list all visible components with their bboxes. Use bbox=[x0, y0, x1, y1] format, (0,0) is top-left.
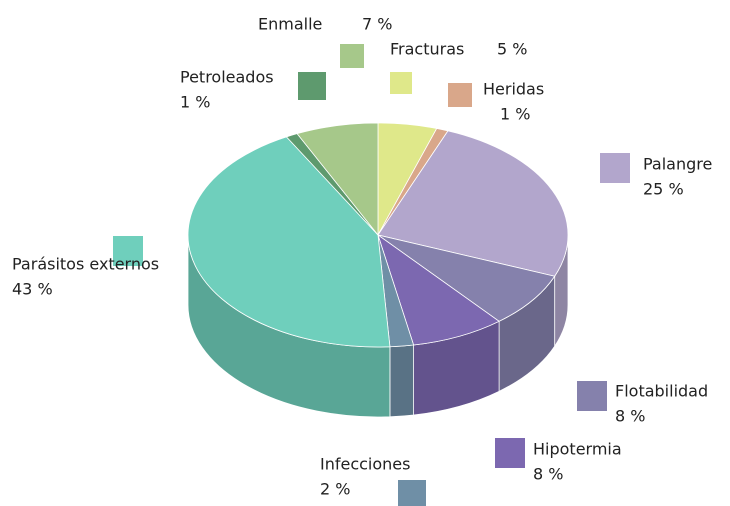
legend-swatch bbox=[298, 72, 326, 100]
legend-swatch bbox=[340, 44, 364, 68]
slice-label: Petroleados bbox=[180, 68, 274, 87]
value-label: 5 % bbox=[497, 40, 527, 59]
value-label: 1 % bbox=[180, 93, 210, 112]
slice-label: Hipotermia bbox=[533, 440, 622, 459]
slice-label: Heridas bbox=[483, 80, 544, 99]
slice-label: Parásitos externos bbox=[12, 255, 159, 274]
legend-swatch bbox=[113, 236, 143, 266]
slice-label: Flotabilidad bbox=[615, 382, 708, 401]
value-label: 8 % bbox=[533, 465, 563, 484]
slice-label: Enmalle bbox=[258, 15, 322, 34]
value-label: 25 % bbox=[643, 180, 684, 199]
legend-swatch bbox=[390, 72, 412, 94]
value-label: 8 % bbox=[615, 407, 645, 426]
legend-swatch bbox=[600, 153, 630, 183]
value-label: 1 % bbox=[500, 105, 530, 124]
legend-swatch bbox=[398, 480, 426, 506]
slice-label: Infecciones bbox=[320, 455, 410, 474]
slice bbox=[377, 130, 569, 277]
slice bbox=[377, 234, 556, 322]
value-label: 43 % bbox=[12, 280, 53, 299]
value-label: 7 % bbox=[362, 15, 392, 34]
slice-side bbox=[389, 344, 415, 418]
legend-swatch bbox=[495, 438, 525, 468]
slice-label: Fracturas bbox=[390, 40, 464, 59]
legend-swatch bbox=[577, 381, 607, 411]
slice bbox=[296, 122, 379, 237]
slice bbox=[377, 233, 500, 346]
legend-swatch bbox=[448, 83, 472, 107]
slice bbox=[187, 136, 391, 348]
slice-label: Palangre bbox=[643, 155, 712, 174]
value-label: 2 % bbox=[320, 480, 350, 499]
